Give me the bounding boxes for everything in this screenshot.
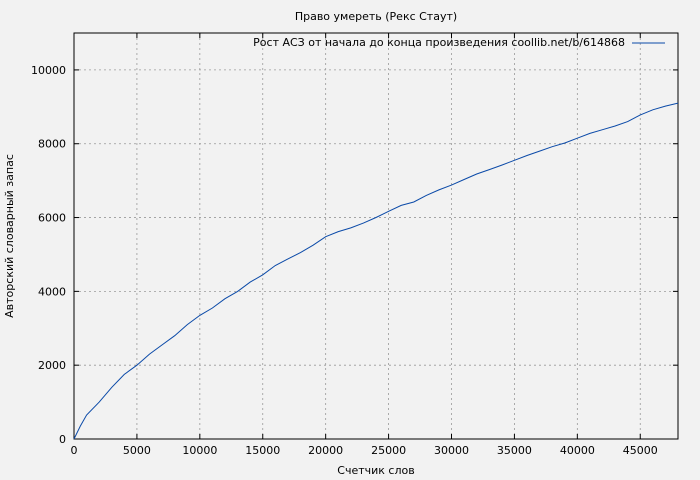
chart-title: Право умереть (Рекс Стаут) (295, 10, 457, 23)
series-layer (73, 102, 679, 440)
x-tick-label: 35000 (497, 444, 532, 457)
legend-label: Рост АСЗ от начала до конца произведения… (253, 36, 625, 49)
y-axis-title: Авторский словарный запас (3, 154, 16, 318)
x-tick-label: 0 (71, 444, 78, 457)
x-tick-label: 25000 (371, 444, 406, 457)
x-tick-label: 40000 (560, 444, 595, 457)
series-line (73, 102, 679, 440)
x-tick-label: 10000 (182, 444, 217, 457)
x-tick-label: 20000 (308, 444, 343, 457)
y-tick-label: 8000 (38, 138, 66, 151)
x-tick-label: 5000 (123, 444, 151, 457)
x-axis-title: Счетчик слов (337, 464, 414, 477)
legend: Рост АСЗ от начала до конца произведения… (253, 36, 665, 49)
y-tick-label: 6000 (38, 212, 66, 225)
x-tick-label: 30000 (434, 444, 469, 457)
plot-area (74, 33, 678, 439)
y-tick-label: 2000 (38, 359, 66, 372)
x-tick-label: 15000 (245, 444, 280, 457)
plot-border (73, 32, 679, 440)
ticks: 0 5000 10000 15000 20000 25000 30000 35000 40000… (31, 33, 678, 457)
x-tick-label: 45000 (623, 444, 658, 457)
y-tick-label: 0 (59, 433, 66, 446)
y-tick-label: 10000 (31, 64, 66, 77)
y-tick-label: 4000 (38, 285, 66, 298)
